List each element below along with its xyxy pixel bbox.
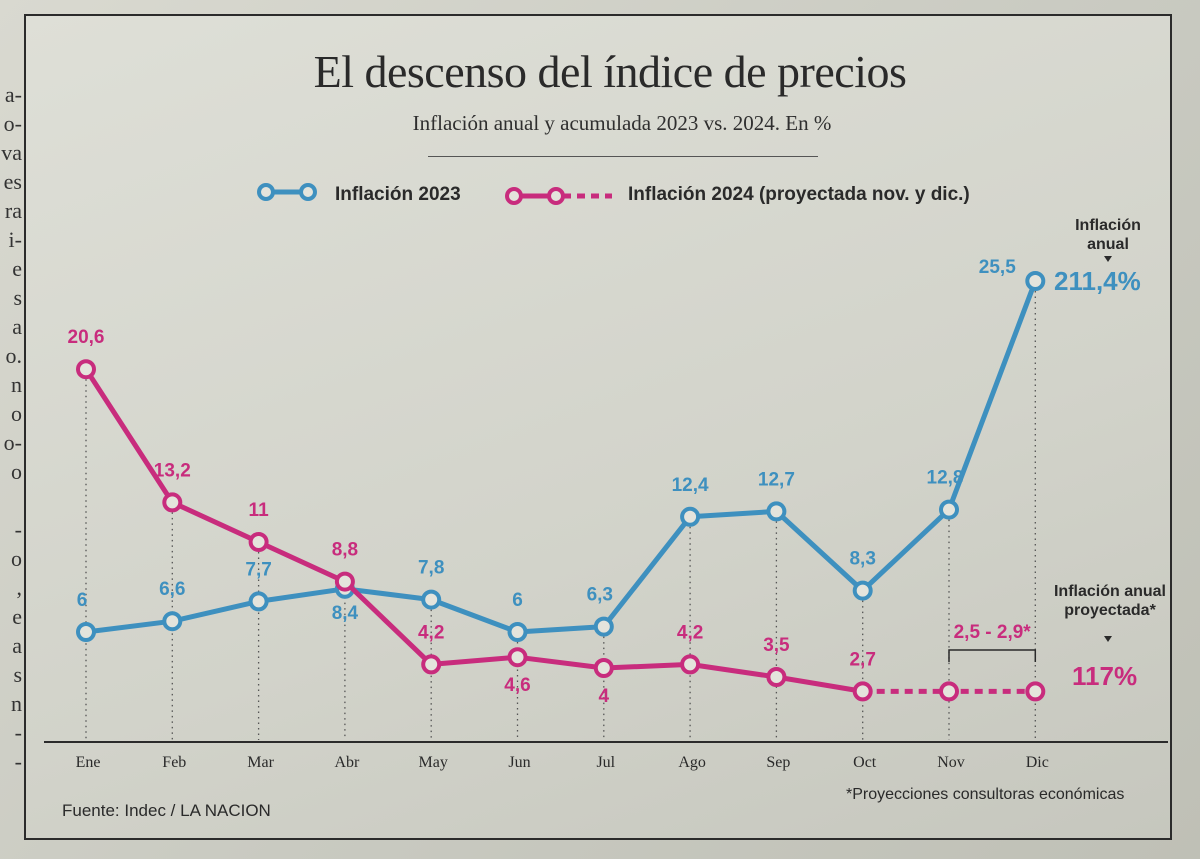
label-2023-jul: 6,3 [587,585,613,606]
label-2024-may: 4,2 [418,622,444,643]
annual-inflation-value: 211,4% [1054,266,1141,296]
point-2024-point-mar [248,532,269,552]
label-2023-nov: 12,8 [927,468,964,489]
x-tick-abr: Abr [334,754,360,771]
vertical-guides [85,291,1036,740]
point-2023-point-may [421,589,442,610]
label-2023-oct: 8,3 [849,549,875,570]
point-2024-point-feb [162,492,183,513]
point-2024-point-jul [593,658,614,678]
legend-marks [257,183,612,205]
label-2023-mar: 7,7 [245,559,271,580]
x-tick-nov: Nov [937,754,965,771]
series-inflacion-2023 [76,271,1046,642]
point-2024-point-jun [507,647,528,668]
label-2023-ene: 6 [77,590,88,611]
label-2024-ago: 4,2 [677,622,703,643]
point-2023-point-feb [162,611,183,632]
chart-subtitle: Inflación anual y acumulada 2023 vs. 202… [412,111,832,135]
x-tick-jul: Jul [596,754,615,771]
point-2024-point-ago [680,654,701,675]
legend-dot-2024-b [547,187,565,205]
point-2023-point-dic [1025,271,1046,291]
point-2023-point-sep [766,501,787,522]
footnote: *Proyecciones consultoras económicas [846,786,1125,803]
label-2024-sep: 3,5 [763,635,790,656]
adjacent-column-text: a- o- va es ra i- e s a o. n o o- o - o … [1,82,22,780]
legend-dot-2024-a [505,187,523,205]
point-2023-point-mar [248,591,269,612]
point-2023-point-nov [939,499,959,520]
data-labels: 6 6,6 7,7 8,4 7,8 6 6,3 12,4 12,7 8,3 12,8 25,5 20,6… [68,257,1017,707]
label-2023-abr: 8,4 [332,603,359,624]
point-2024-point-may [421,654,442,675]
point-2023-point-jun [507,622,528,642]
point-2024-point-abr [334,571,355,592]
label-2023-dic: 25,5 [979,257,1016,278]
x-tick-sep: Sep [766,754,790,771]
label-2024-feb: 13,2 [154,460,191,481]
bracket-line [948,649,1037,662]
point-2023-line [85,280,1038,635]
label-2024-abr: 8,8 [332,540,358,561]
x-tick-labels: Ene Feb Mar Abr May Jun Jul Ago Sep Oct Nov Dic [76,754,1049,771]
projected-inflation-label: Inflación anual proyectada* [1053,583,1166,619]
x-tick-ene: Ene [76,754,101,771]
point-2024-point-sep [766,667,787,687]
projection-bracket: 2,5 - 2,9* [948,256,1112,662]
projected-inflation-value: 117% [1072,661,1138,691]
source-note: Fuente: Indec / LA NACION [62,801,271,820]
point-2023-point-ene [76,622,96,642]
x-tick-jun: Jun [508,754,530,771]
label-2024-jun: 4,6 [504,675,530,696]
label-2024-jul: 4 [599,686,610,707]
label-2023-jun: 6 [512,590,523,611]
point-2024-point-nov [939,681,959,702]
x-tick-may: May [419,754,448,771]
label-2023-ago: 12,4 [672,475,709,496]
x-tick-dic: Dic [1026,754,1049,771]
point-2024-point-dic [1025,681,1046,702]
annual-inflation-label: Inflación anual [1075,217,1141,253]
label-2023-feb: 6,6 [159,579,185,600]
legend-dot-2023-b [299,183,317,201]
label-2024-oct: 2,7 [849,649,875,670]
point-2023-point-oct [852,580,873,601]
point-2024-point-oct [852,681,873,702]
projected-arrow [1104,636,1112,642]
label-2023-sep: 12,7 [758,469,795,490]
legend-dot-2023-a [257,183,275,201]
point-2023-point-jul [593,616,614,637]
x-tick-ago: Ago [678,754,706,771]
x-tick-oct: Oct [853,754,877,771]
title-divider [428,156,818,157]
chart-title: El descenso del índice de precios [313,46,907,97]
label-2024-ene: 20,6 [68,327,105,348]
annual-arrow [1104,256,1112,262]
series-inflacion-2024 [76,359,1046,702]
x-tick-feb: Feb [162,754,186,771]
point-2024-line [83,367,864,694]
x-tick-mar: Mar [247,754,274,771]
legend-item-2023: Inflación 2023 [335,184,461,205]
label-2024-mar: 11 [249,500,270,521]
point-2023-point-ago [680,506,701,527]
projection-range-label: 2,5 - 2,9* [954,622,1032,643]
label-2023-may: 7,8 [418,558,444,579]
legend-item-2024: Inflación 2024 (proyectada nov. y dic.) [628,184,970,205]
point-2024-point-ene [76,359,96,380]
